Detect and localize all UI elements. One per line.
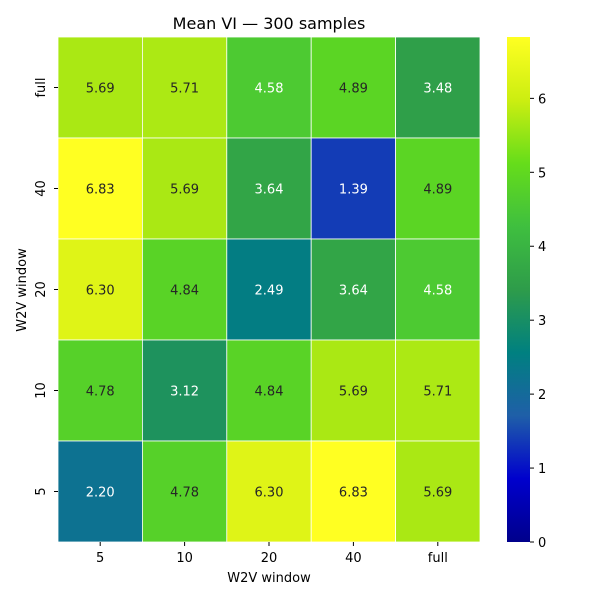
y-tick-label: 10 [34,382,49,399]
heatmap-cell [395,137,481,240]
colorbar: 0 1 2 3 4 5 6 [507,37,546,551]
y-tick-label: 5 [34,487,49,495]
colorbar-tick-label: 1 [538,462,546,477]
heatmap-cell [310,36,397,139]
cell-value-label: 5.71 [170,82,199,97]
cell-value-label: 4.58 [423,284,452,299]
cell-value-label: 4.84 [255,385,284,400]
cell-value-label: 6.30 [255,486,284,501]
heatmap-cell [226,238,312,341]
heatmap-cell [226,137,312,240]
heatmap-cell [57,36,143,139]
cell-value-label: 3.64 [255,183,284,198]
y-tick-label: 40 [34,180,49,197]
x-tick-label: 20 [261,551,278,566]
cell-value-label: 1.39 [339,183,368,198]
cell-value-label: 5.69 [86,82,115,97]
heatmap-cells: 5.69 5.71 4.58 4.89 3.48 6.83 5.69 3.64 1.39 4.89… [57,36,481,543]
y-tick-label: 20 [34,281,49,298]
heatmap-cell [57,440,143,543]
colorbar-tick-label: 0 [538,536,546,551]
cell-value-label: 4.58 [255,82,284,97]
colorbar-tick-label: 4 [538,240,546,255]
cell-value-label: 6.83 [339,486,368,501]
heatmap-cell [395,339,481,442]
x-tick-label: 5 [96,551,104,566]
x-axis-label: W2V window [227,571,311,586]
cell-value-label: 5.69 [339,385,368,400]
heatmap-cell [141,36,228,139]
colorbar-tick-label: 5 [538,166,546,181]
heatmap-cell [141,238,228,341]
cell-value-label: 6.83 [86,183,115,198]
colorbar-tick-label: 6 [538,92,546,107]
x-tick-label: 10 [176,551,193,566]
heatmap-cell [310,238,397,341]
x-tick-label: 40 [345,551,362,566]
colorbar-tick-label: 2 [538,388,546,403]
cell-value-label: 5.69 [423,486,452,501]
cell-value-label: 4.78 [170,486,199,501]
heatmap-cell [395,36,481,139]
cell-value-label: 5.69 [170,183,199,198]
colorbar-tick-label: 3 [538,314,546,329]
heatmap-cell [395,440,481,543]
x-axis-ticks: 5 10 20 40 full [96,542,448,566]
heatmap-cell [310,339,397,442]
heatmap-cell [395,238,481,341]
cell-value-label: 4.78 [86,385,115,400]
heatmap-cell [226,440,312,543]
y-axis-ticks: full 40 20 10 5 [34,77,58,496]
colorbar-fill [507,37,530,542]
cell-value-label: 2.49 [255,284,284,299]
x-tick-label: full [428,551,448,566]
cell-value-label: 6.30 [86,284,115,299]
heatmap-cell [141,440,228,543]
cell-value-label: 4.89 [339,82,368,97]
cell-value-label: 3.12 [170,385,199,400]
heatmap-cell [226,36,312,139]
heatmap-cell [226,339,312,442]
heatmap-cell [57,137,143,240]
cell-value-label: 4.89 [423,183,452,198]
cell-value-label: 4.84 [170,284,199,299]
cell-value-label: 3.48 [423,82,452,97]
heatmap-cell [141,339,228,442]
cell-value-label: 5.71 [423,385,452,400]
cell-value-label: 3.64 [339,284,368,299]
y-tick-label: full [34,77,49,97]
y-axis-label: W2V window [15,248,30,332]
chart-title: Mean VI — 300 samples [173,14,366,33]
cell-value-label: 2.20 [86,486,115,501]
